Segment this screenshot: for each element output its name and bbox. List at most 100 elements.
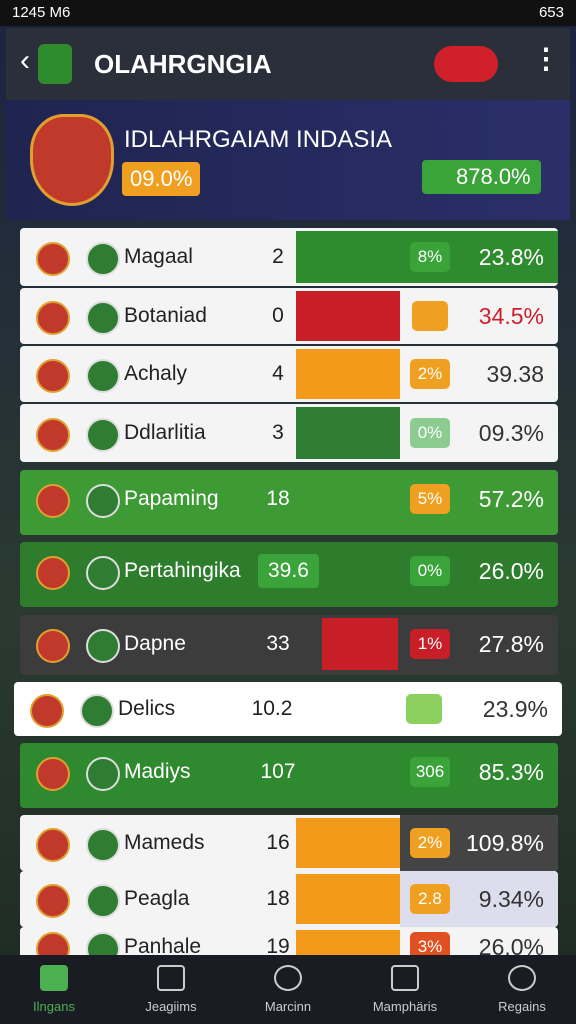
list-row[interactable]: Dapne 33 1% 27.8%: [20, 615, 558, 675]
row-name: Ddlarlitia: [124, 421, 206, 444]
row-bar: [296, 291, 400, 341]
row-badge: 0%: [410, 556, 450, 586]
row-percent: 09.3%: [478, 420, 544, 446]
team-logo: [86, 301, 120, 335]
row-percent: 26.0%: [478, 558, 544, 584]
team-logo: [36, 418, 70, 452]
nav-icon: [274, 965, 302, 991]
row-name: Peagla: [124, 887, 190, 910]
team-logo: [86, 828, 120, 862]
battery: 653: [538, 4, 564, 21]
row-value: 19: [266, 935, 290, 958]
list-row[interactable]: Magaal 2 8% 23.8%: [20, 228, 558, 286]
row-percent: 85.3%: [478, 759, 544, 785]
list-row[interactable]: Ddlarlitia 3 0% 09.3%: [20, 404, 558, 462]
nav-label: Jeagiims: [145, 999, 197, 1014]
nav-item[interactable]: Mamphäris: [355, 955, 455, 1024]
row-bar: [296, 874, 400, 924]
row-value: 33: [266, 632, 290, 655]
team-logo: [36, 484, 70, 518]
nav-icon: [391, 965, 419, 991]
row-value: 16: [266, 831, 290, 854]
list-row[interactable]: Mameds 16 2% 109.8%: [20, 815, 558, 871]
nav-icon: [40, 965, 68, 991]
row-name: Pertahingika: [124, 559, 241, 582]
hero: IDLAHRGAIAM INDASIA 09.0% 878.0%: [6, 100, 570, 220]
row-percent: 9.34%: [478, 886, 544, 912]
row-name: Papaming: [124, 487, 219, 510]
team-logo: [36, 301, 70, 335]
row-value: 18: [266, 887, 290, 910]
team-logo: [86, 359, 120, 393]
team-logo: [36, 757, 70, 791]
nav-label: Marcinn: [264, 999, 312, 1014]
row-name: Botaniad: [124, 304, 207, 327]
row-value: 10.2: [251, 697, 293, 720]
nav-icon: [508, 965, 536, 991]
team-logo: [86, 556, 120, 590]
team-logo: [86, 484, 120, 518]
nav-label: Ilngans: [33, 999, 75, 1014]
row-value: 2: [272, 245, 284, 268]
status-bar: 1245 M6 653: [0, 0, 576, 26]
list-row[interactable]: Papaming 18 5% 57.2%: [20, 470, 558, 535]
team-logo: [86, 884, 120, 918]
row-badge: 5%: [410, 484, 450, 514]
row-badge: 2.8: [410, 884, 450, 914]
team-logo: [36, 359, 70, 393]
row-badge: 2%: [410, 359, 450, 389]
list-row[interactable]: Peagla 18 2.8 9.34%: [20, 871, 558, 927]
team-logo: [86, 629, 120, 663]
row-value: 0: [272, 304, 284, 327]
row-name: Madiys: [124, 760, 191, 783]
nav-label: Mamphäris: [372, 999, 438, 1014]
row-name: Achaly: [124, 362, 188, 385]
nav-item[interactable]: Regains: [472, 955, 572, 1024]
nav-label: Regains: [498, 999, 546, 1014]
team-logo: [30, 694, 64, 728]
row-value: 18: [266, 487, 290, 510]
row-percent: 34.5%: [478, 303, 544, 329]
search-button[interactable]: [434, 46, 498, 82]
row-badge: 1%: [410, 629, 450, 659]
list-row[interactable]: Pertahingika 39.6 0% 26.0%: [20, 542, 558, 607]
row-percent: 23.9%: [482, 696, 548, 722]
row-percent: 23.8%: [478, 244, 544, 270]
list-row[interactable]: Botaniad 0 34.5%: [20, 288, 558, 344]
row-percent: 109.8%: [465, 830, 544, 856]
list-row[interactable]: Delics 10.2 23.9%: [14, 682, 562, 736]
row-value: 3: [272, 421, 284, 444]
row-badge: 306: [410, 757, 450, 787]
menu-button[interactable]: ⋮: [532, 43, 560, 74]
row-icon: [406, 694, 442, 724]
nav-item[interactable]: Jeagiims: [121, 955, 221, 1024]
team-logo: [36, 242, 70, 276]
time: 1245 M6: [12, 4, 71, 21]
team-logo: [36, 884, 70, 918]
hero-crest: [30, 114, 114, 206]
team-logo: [36, 629, 70, 663]
row-percent: 27.8%: [478, 631, 544, 657]
hero-badge-left: 09.0%: [122, 162, 201, 196]
list-row[interactable]: Madiys 107 306 85.3%: [20, 743, 558, 808]
team-logo: [86, 418, 120, 452]
row-value: 39.6: [258, 554, 319, 588]
bottom-nav: Ilngans Jeagiims Marcinn Mamphäris Regains: [0, 955, 576, 1024]
hero-title: IDLAHRGAIAM INDASIA: [124, 126, 393, 153]
nav-item[interactable]: Marcinn: [238, 955, 338, 1024]
nav-item[interactable]: Ilngans: [4, 955, 104, 1024]
header-logo: [38, 44, 72, 84]
row-bar: [296, 349, 400, 399]
row-name: Panhale: [124, 935, 202, 958]
nav-icon: [157, 965, 185, 991]
team-logo: [36, 556, 70, 590]
back-button[interactable]: ‹: [20, 44, 30, 77]
list-row[interactable]: Achaly 4 2% 39.38: [20, 346, 558, 402]
row-percent: 57.2%: [478, 486, 544, 512]
row-value: 107: [260, 760, 296, 783]
row-bar: [296, 407, 400, 459]
header-title: OLAHRGNGIA: [94, 49, 272, 79]
row-name: Magaal: [124, 245, 193, 268]
row-bar: [322, 618, 398, 670]
